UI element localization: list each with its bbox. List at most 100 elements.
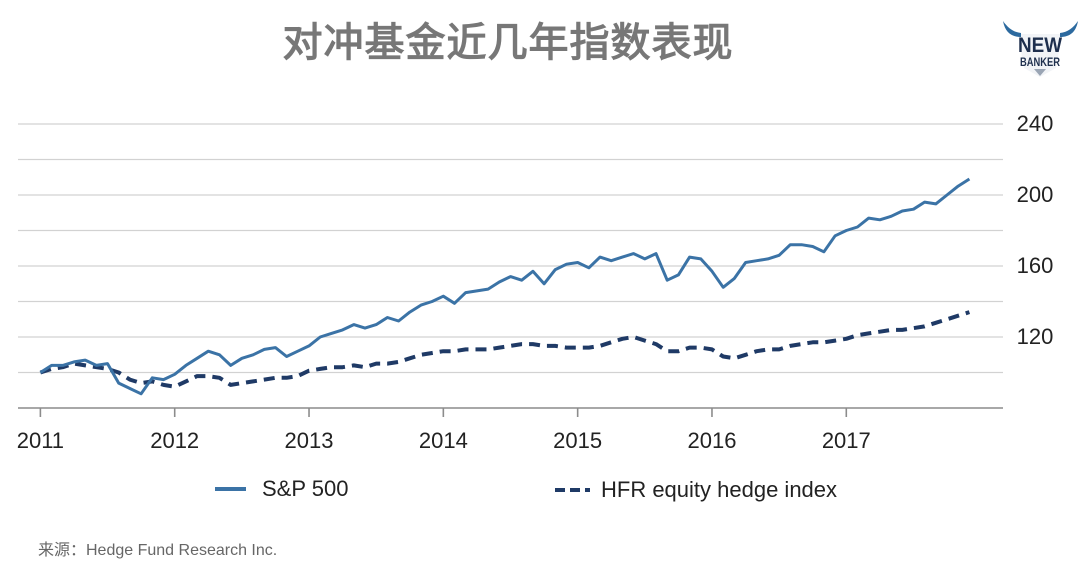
data-point — [61, 363, 65, 367]
series-line-hfr-equity-hedge-index — [39, 310, 971, 389]
y-tick-label: 160 — [1017, 253, 1054, 278]
data-point — [195, 374, 199, 378]
data-point — [363, 365, 367, 369]
data-point — [553, 268, 557, 272]
x-tick-label: 2014 — [419, 428, 468, 453]
x-tick-label: 2017 — [822, 428, 871, 453]
data-point — [811, 245, 815, 249]
x-tick-label: 2012 — [150, 428, 199, 453]
data-point — [486, 287, 490, 291]
data-point — [665, 278, 669, 282]
data-point — [565, 262, 569, 266]
data-point — [117, 371, 121, 375]
data-point — [878, 330, 882, 334]
legend-item-sp500: S&P 500 — [213, 474, 348, 504]
logo-left-horn-icon — [1003, 21, 1021, 37]
data-point — [206, 374, 210, 378]
data-point — [766, 347, 770, 351]
legend-label-hfr: HFR equity hedge index — [601, 477, 838, 502]
data-point — [576, 346, 580, 350]
data-point — [397, 319, 401, 323]
legend-swatch-hfr — [555, 488, 590, 492]
data-point — [285, 355, 289, 359]
data-point — [128, 387, 132, 391]
data-point — [755, 349, 759, 353]
data-point — [218, 353, 222, 357]
data-point — [878, 218, 882, 222]
data-point — [912, 326, 916, 330]
data-point — [72, 360, 76, 364]
data-point — [509, 275, 513, 279]
data-point — [945, 193, 949, 197]
data-point — [374, 362, 378, 366]
data-point — [195, 356, 199, 360]
data-point — [273, 376, 277, 380]
data-point — [576, 261, 580, 265]
data-point — [38, 371, 42, 375]
data-point — [162, 378, 166, 382]
data-point — [620, 337, 624, 341]
data-point — [240, 381, 244, 385]
data-point — [934, 202, 938, 206]
data-point — [453, 301, 457, 305]
data-point — [139, 381, 143, 385]
data-point — [385, 362, 389, 366]
data-point — [643, 339, 647, 343]
series-hfr-equity-hedge-index — [39, 310, 971, 389]
data-point — [620, 255, 624, 259]
data-point — [509, 344, 513, 348]
y-tick-label: 200 — [1017, 182, 1054, 207]
data-point — [94, 363, 98, 367]
data-point — [184, 363, 188, 367]
x-tick-label: 2015 — [553, 428, 602, 453]
data-point — [800, 342, 804, 346]
data-point — [374, 323, 378, 327]
data-point — [967, 177, 971, 181]
data-point — [464, 347, 468, 351]
data-point — [285, 376, 289, 380]
data-point — [139, 392, 143, 396]
data-point — [934, 321, 938, 325]
data-point — [777, 253, 781, 257]
data-point — [408, 310, 412, 314]
data-point — [800, 243, 804, 247]
data-point — [923, 324, 927, 328]
data-point — [755, 259, 759, 263]
data-point — [867, 216, 871, 220]
data-point — [531, 269, 535, 273]
data-point — [385, 316, 389, 320]
data-point — [956, 314, 960, 318]
data-point — [744, 261, 748, 265]
data-point — [441, 349, 445, 353]
data-point — [229, 363, 233, 367]
y-axis: 120 160 200 240 — [1017, 111, 1054, 349]
data-point — [251, 379, 255, 383]
logo-text-banker: BANKER — [1020, 57, 1061, 69]
data-point — [497, 280, 501, 284]
line-chart: 2011 2012 2013 2014 2015 2016 2017 120 160 200 24… — [17, 111, 1054, 453]
data-point — [811, 340, 815, 344]
data-point — [654, 342, 658, 346]
data-point — [307, 369, 311, 373]
data-point — [341, 328, 345, 332]
data-point — [732, 276, 736, 280]
data-point — [464, 291, 468, 295]
data-point — [363, 326, 367, 330]
data-point — [587, 266, 591, 270]
data-point — [676, 349, 680, 353]
series-layer — [38, 177, 971, 396]
data-point — [520, 342, 524, 346]
data-point — [967, 310, 971, 314]
data-point — [912, 207, 916, 211]
data-point — [162, 383, 166, 387]
data-point — [296, 349, 300, 353]
data-point — [206, 349, 210, 353]
data-point — [565, 346, 569, 350]
data-point — [766, 257, 770, 261]
data-point — [117, 381, 121, 385]
data-point — [408, 356, 412, 360]
data-point — [945, 317, 949, 321]
data-point — [262, 347, 266, 351]
data-point — [699, 346, 703, 350]
